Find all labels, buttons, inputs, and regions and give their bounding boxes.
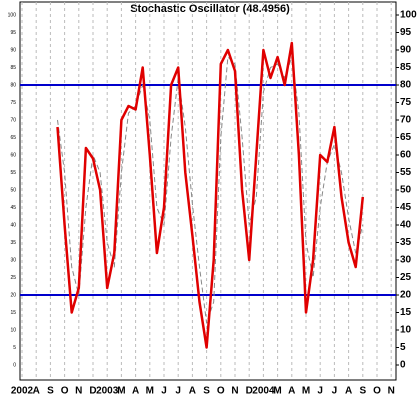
y-tick-label-left: 65 <box>10 135 16 141</box>
y-tick-label-right: 40 <box>400 220 412 231</box>
y-tick-label-right: 10 <box>400 325 412 336</box>
x-tick-label: J <box>317 386 323 397</box>
y-tick-label-left: 5 <box>13 345 16 351</box>
y-tick-label-left: 75 <box>10 100 16 106</box>
y-tick-label-right: 65 <box>400 132 412 143</box>
y-tick-label-right: 75 <box>400 97 412 108</box>
x-tick-label: O <box>217 386 225 397</box>
y-tick-label-left: 95 <box>10 30 16 36</box>
y-tick-label-left: 70 <box>10 117 16 123</box>
x-tick-label: M <box>273 386 281 397</box>
x-tick-label: S <box>47 386 54 397</box>
x-tick-label: 2004 <box>252 386 275 397</box>
x-tick-label: M <box>146 386 154 397</box>
y-tick-label-left: 20 <box>10 292 16 298</box>
y-tick-label-right: 85 <box>400 62 412 73</box>
y-tick-label-left: 90 <box>10 47 16 53</box>
x-tick-label: 2002 <box>11 386 34 397</box>
y-tick-label-left: 25 <box>10 275 16 281</box>
y-tick-label-left: 55 <box>10 170 16 176</box>
y-tick-label-left: 60 <box>10 152 16 158</box>
y-tick-label-right: 0 <box>400 360 406 371</box>
x-tick-label: D <box>89 386 96 397</box>
x-tick-label: D <box>246 386 253 397</box>
x-tick-label: J <box>332 386 338 397</box>
y-tick-label-left: 35 <box>10 240 16 246</box>
x-tick-label: M <box>302 386 310 397</box>
x-tick-label: N <box>75 386 82 397</box>
y-tick-label-left: 40 <box>10 222 16 228</box>
chart-title: Stochastic Oscillator (48.4956) <box>130 3 290 15</box>
y-tick-label-left: 10 <box>10 327 16 333</box>
y-tick-label-right: 5 <box>400 342 406 353</box>
y-tick-label-right: 70 <box>400 115 412 126</box>
y-tick-label-right: 15 <box>400 307 412 318</box>
y-tick-label-right: 25 <box>400 272 412 283</box>
x-tick-label: J <box>161 386 167 397</box>
y-tick-label-right: 90 <box>400 45 412 56</box>
x-tick-label: A <box>189 386 196 397</box>
y-tick-label-left: 50 <box>10 187 16 193</box>
x-tick-label: A <box>132 386 139 397</box>
y-tick-label-right: 45 <box>400 202 412 213</box>
y-tick-label-right: 95 <box>400 27 412 38</box>
x-tick-label: A <box>33 386 40 397</box>
x-tick-label: A <box>345 386 352 397</box>
y-tick-label-left: 15 <box>10 310 16 316</box>
y-tick-label-left: 0 <box>13 362 16 368</box>
y-tick-label-right: 20 <box>400 290 412 301</box>
y-tick-label-right: 50 <box>400 185 412 196</box>
x-tick-label: M <box>117 386 125 397</box>
y-tick-label-right: 35 <box>400 237 412 248</box>
y-tick-label-left: 80 <box>10 82 16 88</box>
y-tick-label-left: 30 <box>10 257 16 263</box>
x-tick-label: J <box>175 386 181 397</box>
x-tick-label: O <box>373 386 381 397</box>
x-tick-label: N <box>388 386 395 397</box>
x-tick-label: N <box>231 386 238 397</box>
x-tick-label: A <box>288 386 295 397</box>
x-tick-label: S <box>359 386 366 397</box>
y-tick-label-right: 60 <box>400 150 412 161</box>
y-tick-label-left: 85 <box>10 65 16 71</box>
y-tick-label-right: 30 <box>400 255 412 266</box>
x-tick-label: 2003 <box>96 386 119 397</box>
plot-frame <box>19 1 397 381</box>
y-tick-label-right: 80 <box>400 80 412 91</box>
y-tick-label-right: 55 <box>400 167 412 178</box>
x-tick-label: S <box>203 386 210 397</box>
y-tick-label-left: 100 <box>8 12 17 18</box>
y-tick-label-right: 100 <box>400 10 417 21</box>
x-tick-label: O <box>61 386 69 397</box>
oscillator-line <box>56 41 365 349</box>
y-tick-label-left: 45 <box>10 205 16 211</box>
